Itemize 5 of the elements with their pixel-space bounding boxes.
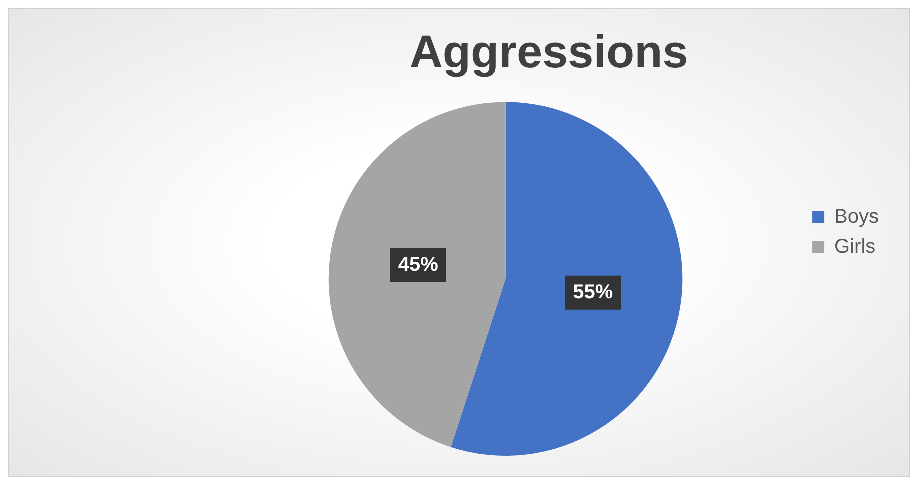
data-label: 55% (573, 281, 614, 304)
chart-title: Aggressions (410, 25, 688, 78)
legend-label: Girls (834, 236, 876, 258)
data-label: 45% (398, 254, 439, 276)
legend-label: Boys (834, 206, 880, 228)
